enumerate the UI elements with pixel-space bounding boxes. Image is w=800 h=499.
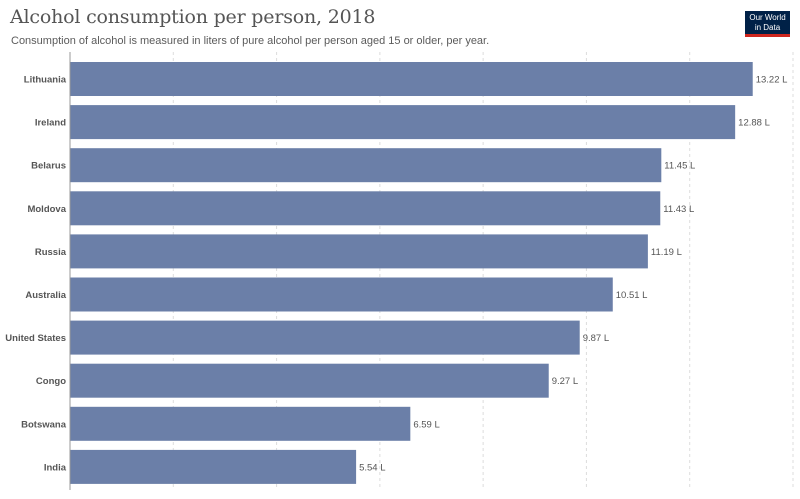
bar[interactable]	[70, 234, 648, 269]
bar[interactable]	[70, 105, 736, 140]
value-label: 5.54 L	[359, 462, 385, 473]
value-label: 11.19 L	[651, 247, 682, 258]
bar[interactable]	[70, 62, 753, 96]
category-label: Botswana	[21, 419, 67, 430]
owid-logo[interactable]: Our World in Data	[745, 11, 790, 37]
category-label: Ireland	[35, 118, 66, 129]
value-label: 9.87 L	[583, 333, 609, 344]
bar[interactable]	[70, 363, 549, 398]
bar[interactable]	[70, 148, 662, 183]
bar[interactable]	[70, 191, 661, 226]
bar[interactable]	[70, 277, 613, 312]
category-label: Australia	[25, 290, 66, 301]
chart-title: Alcohol consumption per person, 2018	[10, 6, 376, 28]
category-label: India	[44, 462, 67, 473]
bar[interactable]	[70, 449, 357, 484]
value-label: 6.59 L	[413, 419, 439, 430]
category-label: Lithuania	[24, 75, 67, 86]
value-label: 11.43 L	[663, 204, 694, 215]
category-label: Moldova	[27, 204, 66, 215]
value-label: 13.22 L	[756, 75, 788, 86]
bar[interactable]	[70, 406, 411, 441]
category-label: Congo	[36, 376, 66, 387]
category-label: Russia	[35, 247, 67, 258]
value-label: 11.45 L	[664, 161, 695, 172]
bar[interactable]	[70, 320, 580, 355]
chart-subtitle: Consumption of alcohol is measured in li…	[11, 35, 490, 47]
value-label: 9.27 L	[552, 376, 578, 387]
value-label: 12.88 L	[738, 118, 770, 129]
value-label: 10.51 L	[616, 290, 648, 301]
category-label: Belarus	[31, 161, 66, 172]
category-label: United States	[5, 333, 66, 344]
